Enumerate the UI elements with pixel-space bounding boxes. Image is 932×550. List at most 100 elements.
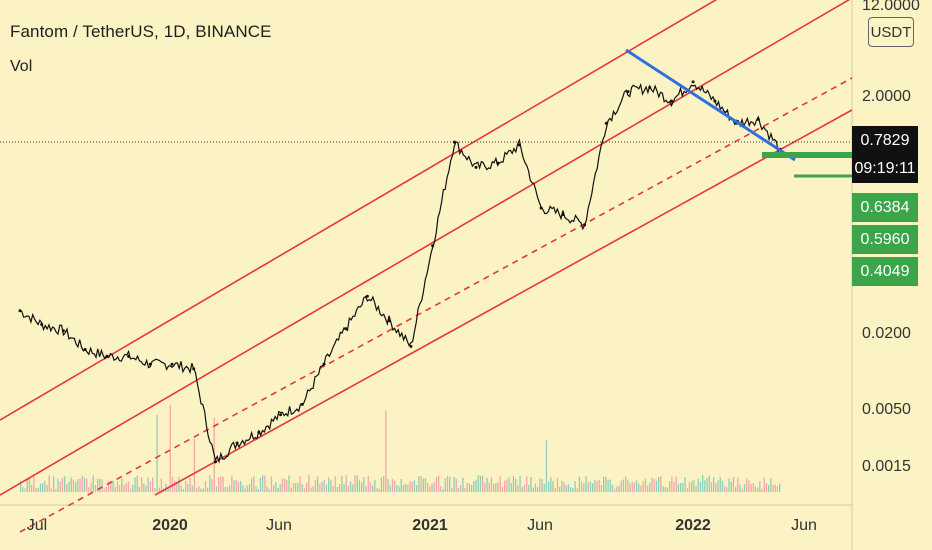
price-point — [83, 348, 87, 351]
price-point — [496, 161, 500, 165]
volume-bar — [189, 478, 191, 492]
volume-bar — [125, 482, 127, 492]
volume-bar — [774, 484, 776, 492]
volume-bar — [83, 477, 86, 492]
volume-bar — [440, 486, 442, 492]
price-point — [452, 140, 456, 144]
volume-bar — [310, 487, 312, 492]
volume-bar — [97, 478, 99, 492]
volume-bar — [215, 486, 218, 492]
currency-badge[interactable]: USDT — [868, 17, 914, 47]
volume-bar — [704, 480, 706, 492]
volume-bar — [352, 484, 354, 492]
volume-bar — [717, 480, 719, 492]
volume-bar — [653, 479, 655, 492]
volume-bar — [286, 479, 288, 492]
volume-bar — [622, 479, 625, 492]
price-point — [517, 143, 521, 147]
volume-bar — [490, 477, 493, 492]
volume-bar — [706, 477, 708, 492]
volume-bar — [354, 475, 356, 492]
volume-bar — [702, 475, 704, 492]
volume-bar — [86, 478, 88, 492]
volume-bar — [229, 485, 231, 492]
volume-bar — [264, 475, 266, 492]
volume-bar — [609, 479, 611, 492]
volume-bar — [446, 476, 449, 492]
volume-bar — [449, 476, 451, 492]
volume-bar — [154, 488, 156, 492]
volume-bar — [680, 483, 682, 492]
volume-bar — [398, 486, 400, 492]
volume-bar — [57, 478, 59, 492]
descending-trendline — [625, 48, 796, 162]
volume-bar — [699, 482, 702, 492]
volume-bar — [473, 480, 475, 492]
volume-bar — [512, 475, 515, 492]
volume-bar — [561, 480, 563, 492]
volume-bar — [391, 478, 394, 492]
volume-bar — [570, 487, 572, 492]
volume-bar — [20, 480, 22, 492]
volume-bar — [486, 478, 488, 492]
volume-bars — [20, 404, 781, 492]
volume-bar — [589, 482, 592, 492]
volume-bar — [251, 478, 253, 492]
volume-bar — [220, 476, 222, 492]
volume-bar — [510, 482, 512, 492]
volume-bar — [497, 482, 499, 492]
volume-bar — [407, 484, 409, 492]
volume-bar — [385, 411, 387, 492]
volume-bar — [61, 478, 64, 492]
channel-lower-line — [154, 109, 853, 496]
volume-bar — [730, 481, 732, 492]
volume-bar — [556, 477, 559, 492]
volume-bar — [31, 484, 33, 492]
volume-bar — [548, 481, 550, 492]
volume-bar — [374, 480, 376, 492]
volume-bar — [59, 481, 61, 492]
volume-bar — [686, 488, 688, 492]
volume-bar — [647, 485, 649, 492]
volume-bar — [409, 481, 411, 492]
volume-bar — [776, 486, 779, 492]
volume-bar — [130, 488, 132, 492]
volume-bar — [94, 485, 97, 492]
volume-bar — [488, 482, 490, 492]
volume-bar — [207, 487, 209, 492]
volume-bar — [640, 485, 642, 492]
volume-bar — [231, 475, 233, 492]
volume-bar — [660, 476, 662, 492]
volume-bar — [618, 485, 620, 492]
price-point — [431, 244, 435, 248]
volume-bar — [191, 485, 193, 492]
volume-bar — [743, 484, 746, 492]
volume-bar — [176, 482, 178, 492]
x-tick-label: Jun — [266, 517, 292, 534]
volume-bar — [567, 484, 570, 492]
volume-bar — [517, 485, 519, 492]
volume-bar — [499, 476, 501, 492]
volume-bar — [620, 480, 622, 492]
volume-bar — [77, 479, 79, 492]
volume-bar — [72, 479, 75, 492]
volume-bar — [308, 475, 310, 492]
y-tick-label: 0.0050 — [862, 401, 911, 418]
volume-bar — [257, 489, 259, 492]
volume-bar — [240, 481, 242, 492]
volume-bar — [35, 487, 37, 492]
volume-bar — [662, 486, 664, 492]
volume-bar — [532, 487, 534, 492]
volume-bar — [765, 482, 768, 492]
volume-bar — [543, 483, 545, 492]
volume-bar — [578, 476, 581, 492]
volume-bar — [284, 479, 286, 492]
volume-bar — [719, 476, 721, 492]
volume-bar — [616, 486, 618, 492]
volume-indicator-label[interactable]: Vol — [10, 58, 33, 75]
volume-bar — [638, 483, 640, 492]
price-point — [626, 90, 630, 94]
volume-bar — [594, 480, 596, 492]
